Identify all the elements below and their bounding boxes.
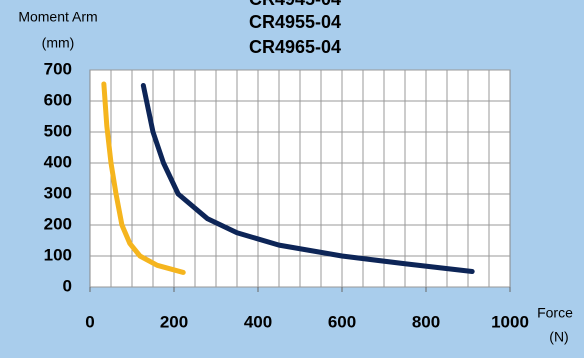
x-tick-label: 0: [85, 312, 94, 331]
y-axis-label: (mm): [42, 35, 75, 51]
x-axis-label: Force: [537, 305, 573, 321]
line-series: [101, 81, 186, 275]
x-tick-label: 200: [160, 312, 188, 331]
line-series: [140, 83, 475, 274]
y-tick-label: 500: [44, 121, 72, 140]
y-tick-label: 0: [63, 276, 72, 295]
chart-title: CR4945-04: [249, 0, 341, 9]
y-tick-label: 200: [44, 214, 72, 233]
y-axis-label: Moment Arm: [18, 9, 97, 25]
x-tick-label: 1000: [491, 312, 529, 331]
x-axis-label: (N): [549, 329, 568, 345]
y-tick-label: 100: [44, 245, 72, 264]
y-tick-label: 600: [44, 90, 72, 109]
y-tick-label: 700: [44, 59, 72, 78]
y-tick-label: 300: [44, 183, 72, 202]
chart-title: CR4955-04: [249, 12, 341, 32]
x-tick-label: 600: [328, 312, 356, 331]
y-tick-label: 400: [44, 152, 72, 171]
x-tick-label: 400: [244, 312, 272, 331]
x-tick-label: 800: [412, 312, 440, 331]
chart-title: CR4965-04: [249, 37, 341, 57]
